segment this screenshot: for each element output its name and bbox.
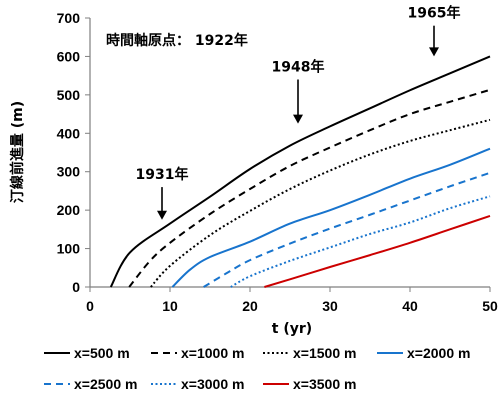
x-tick-label: 10 bbox=[162, 298, 178, 314]
series-line-x-500-m bbox=[109, 55, 491, 288]
arrow-head-2 bbox=[429, 47, 439, 57]
y-tick-label: 500 bbox=[57, 87, 81, 103]
legend-label: x=500 m bbox=[74, 345, 130, 361]
series-line-x-2500-m bbox=[203, 171, 491, 288]
x-tick-label: 0 bbox=[86, 298, 94, 314]
y-tick-label: 600 bbox=[57, 48, 81, 64]
time-origin-note: 時間軸原点： 1922年 bbox=[106, 32, 248, 49]
legend-label: x=3500 m bbox=[293, 376, 356, 392]
y-tick-label: 0 bbox=[72, 279, 80, 295]
x-axis-label: t (yr) bbox=[272, 321, 312, 337]
x-tick-label: 20 bbox=[242, 298, 258, 314]
y-tick-label: 400 bbox=[57, 125, 81, 141]
legend-label: x=3000 m bbox=[181, 376, 244, 392]
legend-label: x=1000 m bbox=[181, 345, 244, 361]
y-tick-label: 200 bbox=[57, 202, 81, 218]
legend-label: x=2000 m bbox=[407, 345, 470, 361]
series-line-x-1000-m bbox=[128, 88, 491, 288]
legend-label: x=2500 m bbox=[74, 376, 137, 392]
y-tick-label: 300 bbox=[57, 164, 81, 180]
series-line-x-2000-m bbox=[171, 147, 491, 288]
arrow-head-1 bbox=[293, 114, 303, 124]
y-axis-label: 汀線前進量 (m) bbox=[9, 101, 26, 203]
y-tick-label: 700 bbox=[57, 10, 81, 26]
axes bbox=[89, 18, 490, 288]
tick-labels: 0 100 200 300 400 500 600 700 0 10 20 30 40 50 bbox=[57, 10, 498, 314]
legend: x=500 m x=1000 m x=1500 m x=2000 m x=2500 m x… bbox=[44, 345, 470, 392]
year-annotation-0: 1931年 bbox=[136, 166, 189, 183]
series-lines bbox=[109, 55, 491, 288]
legend-label: x=1500 m bbox=[293, 345, 356, 361]
arrow-head-0 bbox=[157, 210, 167, 220]
annotations: 時間軸原点： 1922年 1931年 1948年 1965年 bbox=[106, 5, 460, 220]
year-annotation-2: 1965年 bbox=[408, 5, 461, 22]
x-tick-label: 50 bbox=[482, 298, 498, 314]
x-tick-label: 40 bbox=[402, 298, 418, 314]
series-line-x-3000-m bbox=[230, 195, 491, 288]
series-line-x-3500-m bbox=[264, 214, 491, 288]
x-tick-label: 30 bbox=[322, 298, 338, 314]
year-annotation-1: 1948年 bbox=[272, 58, 325, 75]
y-tick-label: 100 bbox=[57, 241, 81, 257]
series-line-x-1500-m bbox=[150, 118, 491, 288]
